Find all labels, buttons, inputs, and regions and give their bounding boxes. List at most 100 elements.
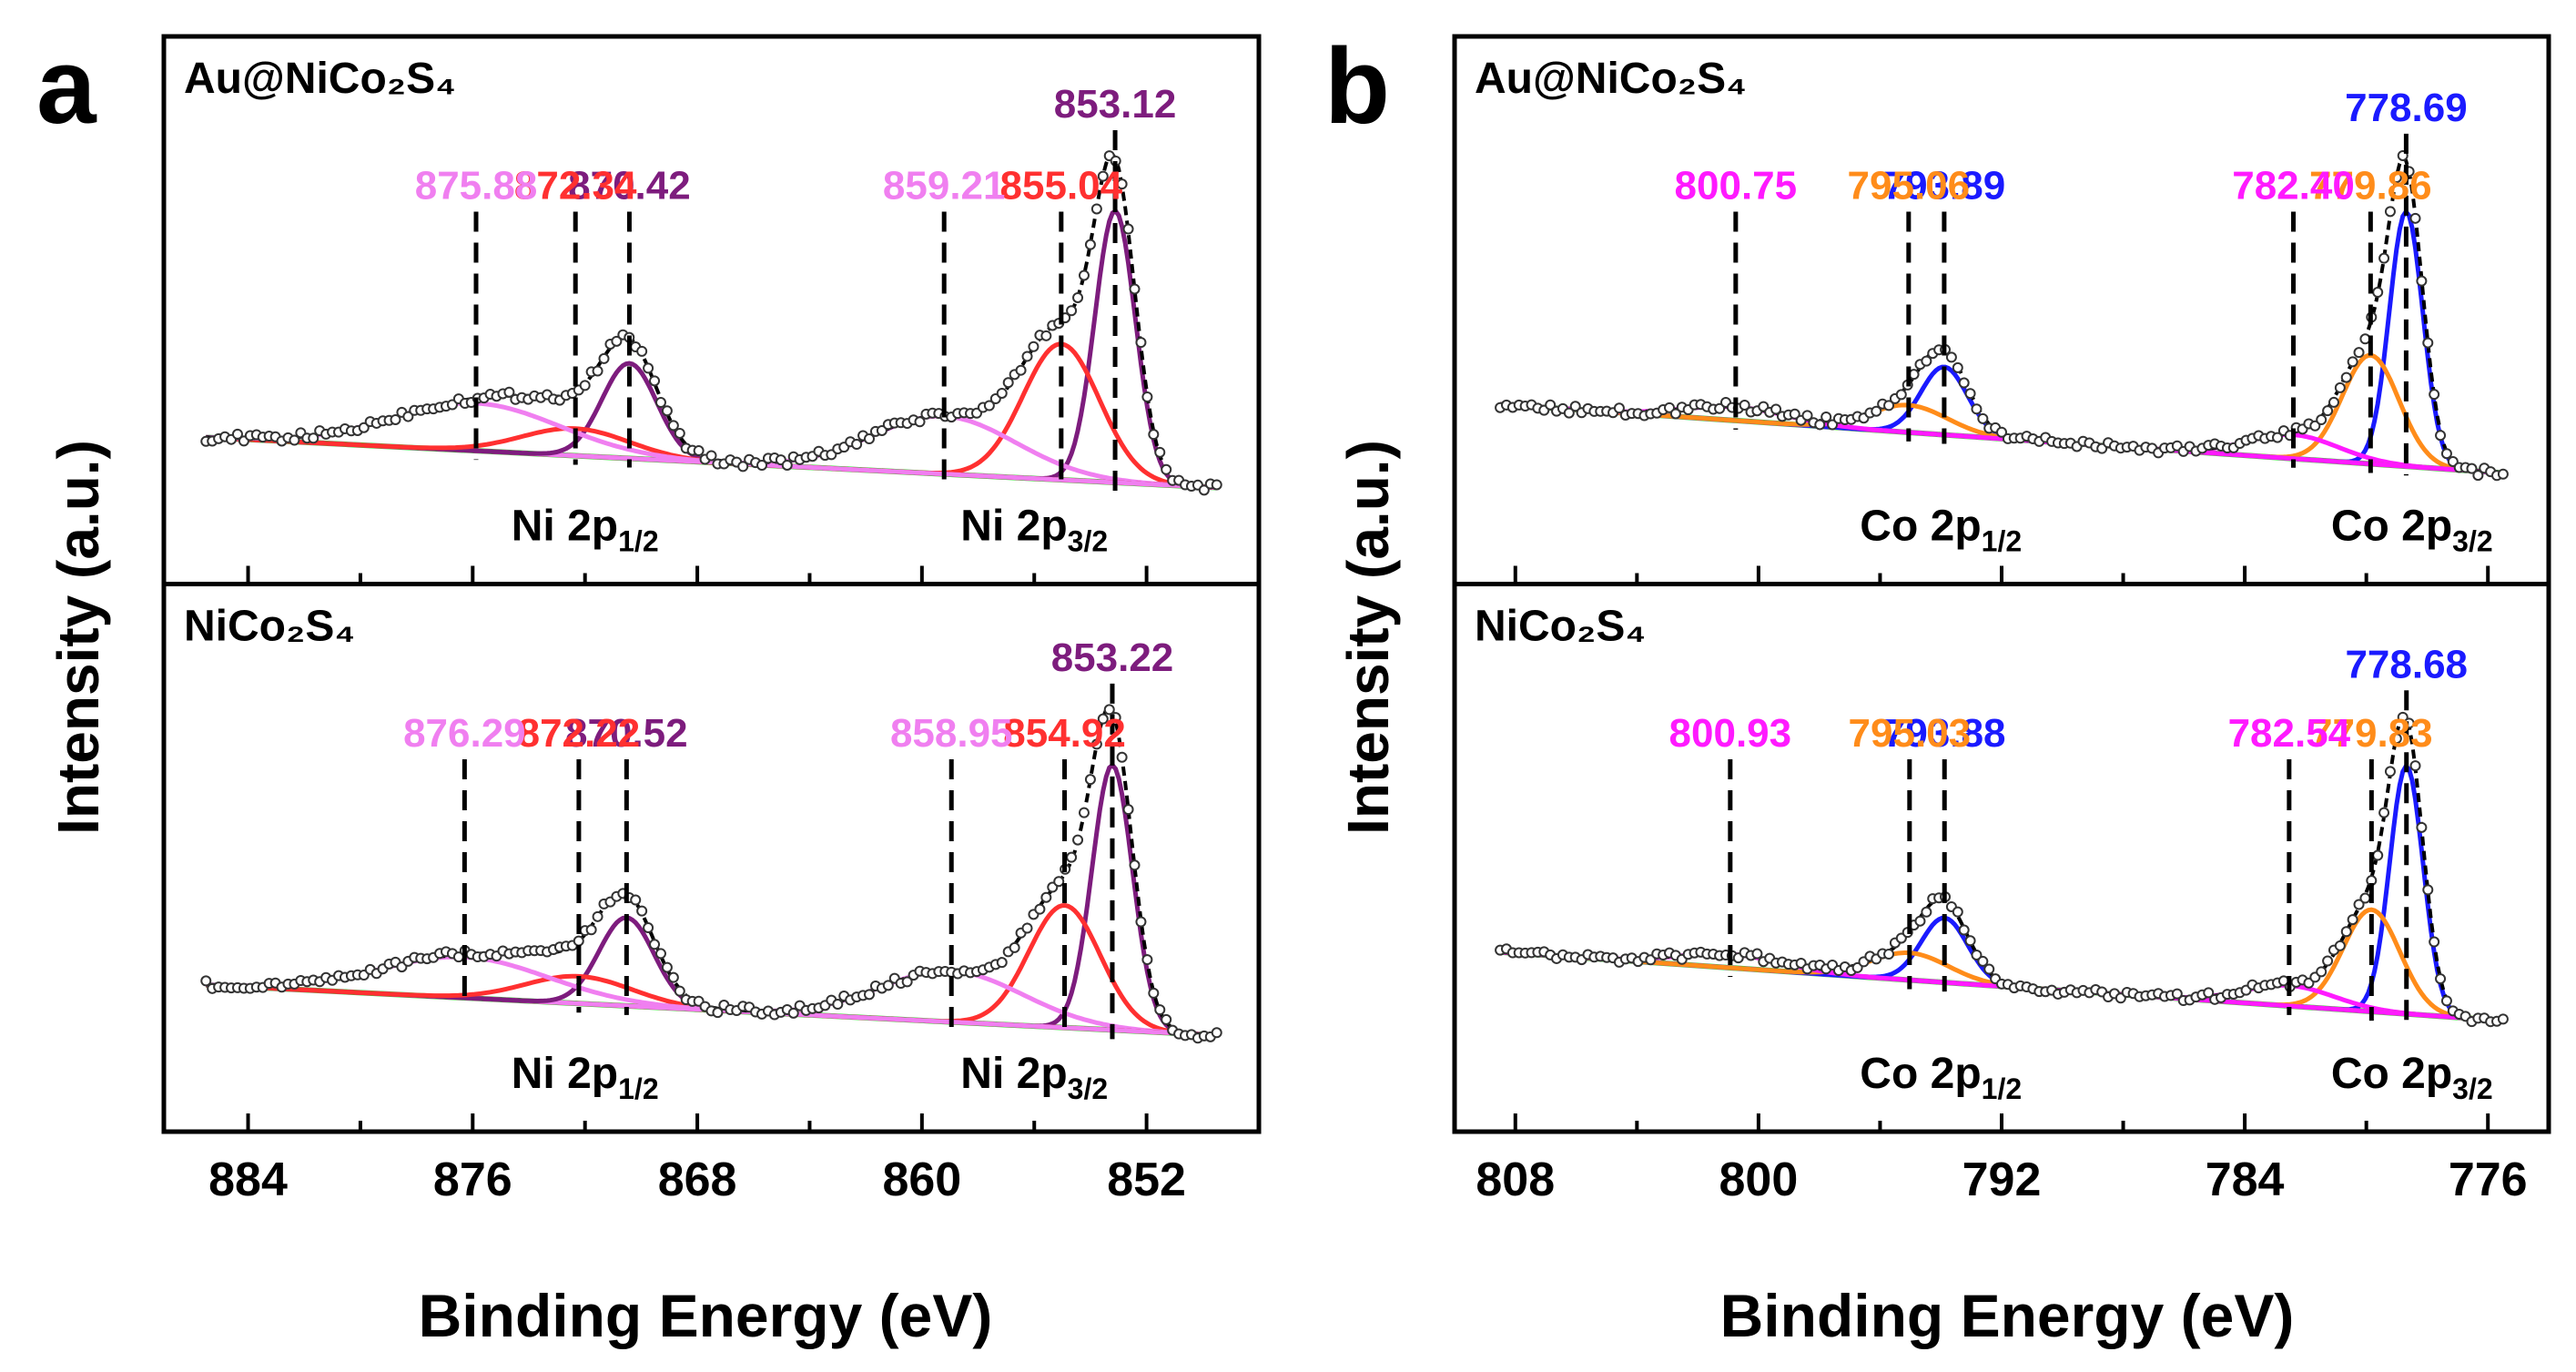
data-point <box>2316 966 2328 978</box>
peak-value-label: 795.03 <box>1849 711 1972 756</box>
subplot-top: Au@NiCo₂S₄ Co 2p1/2 Co 2p3/2 778.69 779.8678… <box>1475 55 2509 558</box>
data-point <box>1545 399 1557 411</box>
data-point <box>2440 995 2452 1007</box>
data-point <box>1097 713 1109 725</box>
data-point <box>2203 987 2215 999</box>
data-point <box>1066 851 1078 863</box>
data-point <box>2322 955 2334 967</box>
peak-value-label: 778.68 <box>2345 642 2468 686</box>
peak-value-label: 779.83 <box>2310 711 2433 756</box>
region-label: Ni 2p3/2 <box>960 503 1108 558</box>
data-point <box>2334 381 2346 393</box>
data-point <box>654 397 666 409</box>
data-point <box>1789 408 1800 420</box>
data-point <box>1135 337 1147 349</box>
panel-b-x-axis-label: Binding Energy (eV) <box>1720 1282 2295 1349</box>
data-point <box>1814 419 1826 431</box>
data-point <box>1895 389 1907 401</box>
data-point <box>2384 766 2396 777</box>
data-point <box>1958 377 1970 389</box>
data-point <box>1028 340 1040 352</box>
data-point <box>2435 430 2447 442</box>
data-point <box>1977 412 1989 424</box>
data-point <box>592 365 603 377</box>
data-point <box>1664 401 1676 413</box>
data-point <box>636 345 648 357</box>
data-point <box>1090 738 1102 750</box>
subplot-bottom: NiCo₂S₄ Co 2p1/2 Co 2p3/2 778.68 779.83782.5… <box>1475 603 2509 1105</box>
peak-value-label: 872.22 <box>518 711 641 756</box>
peak-value-label: 876.29 <box>403 711 526 756</box>
data-point <box>636 905 648 917</box>
data-point <box>598 352 610 364</box>
x-tick-label: 884 <box>208 1153 288 1206</box>
data-point <box>1002 377 1014 389</box>
region-label: Co 2p3/2 <box>2331 1050 2493 1105</box>
data-point <box>2416 275 2428 287</box>
data-point <box>1148 987 1160 999</box>
data-point <box>876 424 887 436</box>
peak-value-label: 778.69 <box>2345 86 2468 130</box>
panel-a-x-tick-labels: 884 876 868 860 852 <box>208 1153 1186 1206</box>
data-point <box>1964 388 1976 400</box>
region-label: Co 2p1/2 <box>1860 1050 2022 1105</box>
data-point <box>851 439 863 451</box>
data-point <box>1714 402 1726 414</box>
data-point <box>983 400 995 412</box>
data-point <box>1669 408 1681 420</box>
data-point <box>611 335 623 347</box>
data-point <box>402 411 414 422</box>
peak-value-label: 853.22 <box>1051 635 1174 680</box>
peak-value-label: 782.40 <box>2232 163 2355 208</box>
data-point <box>2416 821 2428 833</box>
data-point <box>1958 924 1970 936</box>
data-point <box>585 924 597 936</box>
data-point <box>1084 239 1096 250</box>
data-point <box>1090 203 1102 215</box>
data-point <box>1161 463 1172 475</box>
data-point <box>832 999 844 1011</box>
data-point <box>1945 351 1957 363</box>
data-point <box>1952 906 1963 918</box>
data-point <box>1040 891 1052 903</box>
data-point <box>503 386 515 398</box>
data-point <box>2378 807 2390 818</box>
peak-value-label: 853.12 <box>1054 82 1177 127</box>
x-tick-label: 800 <box>1719 1153 1799 1206</box>
data-point <box>661 961 673 973</box>
data-point <box>1116 178 1128 190</box>
data-point <box>2340 371 2352 383</box>
data-point <box>1801 410 1813 422</box>
data-point <box>901 976 913 988</box>
panel-b-letter: b <box>1324 26 1390 147</box>
data-point <box>1122 804 1134 816</box>
peak-value-label: 854.92 <box>1003 711 1126 756</box>
data-point <box>1739 399 1750 411</box>
peak-value-label: 795.06 <box>1848 163 1971 208</box>
data-point <box>882 980 894 991</box>
data-point <box>1072 834 1084 846</box>
data-point <box>2316 414 2328 426</box>
data-point <box>2429 389 2440 401</box>
data-point <box>1141 391 1153 402</box>
data-point <box>1053 876 1065 888</box>
data-point <box>1996 426 2007 438</box>
data-point <box>2372 287 2384 299</box>
data-point <box>914 416 926 428</box>
data-point <box>1977 955 1989 967</box>
data-point <box>2472 470 2484 482</box>
data-point <box>667 971 679 983</box>
data-point <box>1021 922 1033 934</box>
data-point <box>1211 479 1222 491</box>
data-point <box>2309 420 2321 432</box>
data-point <box>2334 940 2346 951</box>
region-label: Co 2p3/2 <box>2331 503 2493 558</box>
data-point <box>2409 212 2421 224</box>
data-point <box>200 975 212 987</box>
peak-value-label: 858.95 <box>890 711 1013 756</box>
data-point <box>1103 704 1115 716</box>
data-point <box>864 989 876 1001</box>
peak-value-label: 782.54 <box>2228 711 2351 756</box>
